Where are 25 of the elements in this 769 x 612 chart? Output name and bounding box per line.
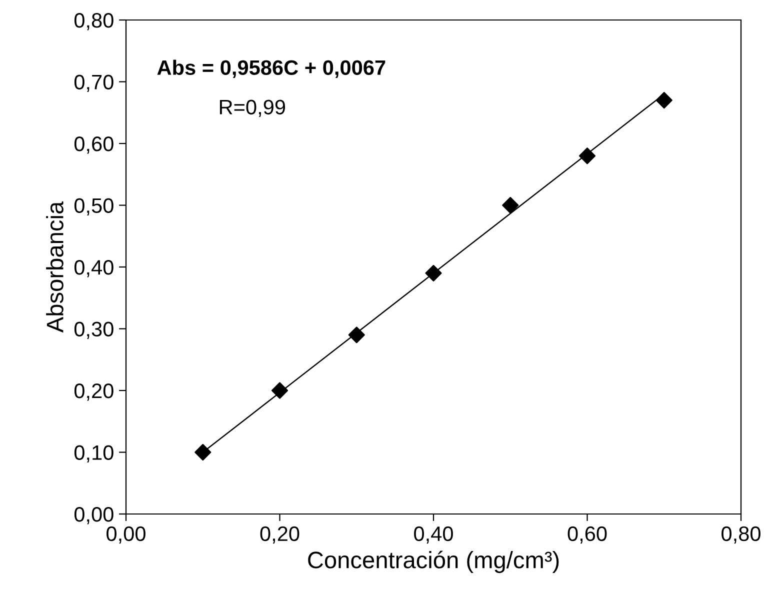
x-tick-label: 0,60 xyxy=(568,526,607,544)
point xyxy=(502,196,519,214)
point xyxy=(271,382,288,399)
y-tick-label: 0,20 xyxy=(74,384,114,401)
x-tick-label: 0,40 xyxy=(414,526,453,544)
x-tick-label: 0,80 xyxy=(722,526,760,544)
y-tick-label: 0,10 xyxy=(74,445,114,462)
point xyxy=(578,148,596,164)
x-tick-label: 0,20 xyxy=(260,526,300,544)
y-tick-label: 0,80 xyxy=(74,13,114,30)
y-tick-label: 0,40 xyxy=(74,260,114,278)
y-tick-label: 0,50 xyxy=(74,198,114,216)
y-tick-label: 0,30 xyxy=(74,322,114,339)
annotation: R=0,99 xyxy=(220,100,286,117)
point xyxy=(194,444,212,461)
y-tick-label: 0,70 xyxy=(74,74,114,92)
x-tick-label: 0,00 xyxy=(106,526,146,544)
y-axis-title: Absorbancia xyxy=(46,201,64,333)
y-tick-label: 0,60 xyxy=(74,136,114,154)
point xyxy=(348,326,365,344)
point xyxy=(656,92,672,109)
point xyxy=(425,264,442,282)
x-axis-title: Concentración (mg/cm³) xyxy=(308,550,559,574)
annotation: Abs = 0,9586C + 0,0067 xyxy=(157,60,386,78)
y-tick-label: 0,00 xyxy=(74,507,114,524)
